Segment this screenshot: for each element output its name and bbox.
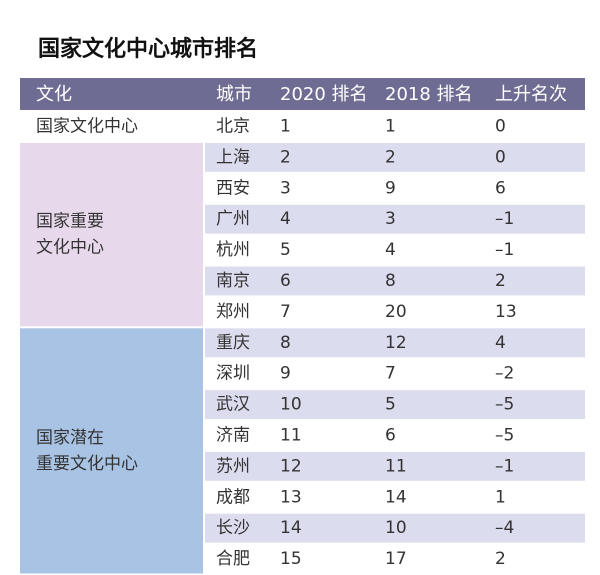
column-header: 文化 — [36, 84, 72, 105]
cell: 6 — [280, 271, 291, 291]
cell: 武汉 — [216, 395, 250, 415]
row-stripe — [205, 328, 585, 358]
header-row — [20, 78, 585, 110]
group-label: 国家文化中心 — [36, 116, 138, 136]
cell: 2 — [495, 549, 506, 569]
cell: 上海 — [216, 147, 250, 167]
cell: 11 — [280, 425, 302, 445]
group-cell — [20, 142, 203, 327]
cell: 南京 — [216, 271, 250, 291]
cell: –1 — [495, 240, 514, 260]
row-stripe — [205, 390, 585, 419]
cell: 12 — [280, 456, 302, 476]
cell: 北京 — [216, 116, 250, 136]
cell: 重庆 — [216, 333, 250, 353]
cell: 1 — [280, 116, 291, 136]
cell: 合肥 — [216, 549, 250, 569]
row-stripe — [205, 513, 585, 543]
group-label: 重要文化中心 — [36, 454, 138, 474]
cell: 10 — [385, 518, 407, 538]
cell: 深圳 — [216, 364, 250, 384]
cell: 0 — [495, 116, 506, 136]
group-cell — [20, 328, 203, 574]
cell: 4 — [385, 240, 396, 260]
group-label: 文化中心 — [36, 238, 104, 258]
cell: 6 — [385, 425, 396, 445]
cell: 0 — [495, 147, 506, 167]
column-header: 城市 — [216, 84, 252, 105]
title: 国家文化中心城市排名 — [38, 36, 258, 62]
cell: 郑州 — [216, 302, 250, 322]
cell: 20 — [385, 302, 407, 322]
cell: 5 — [385, 395, 396, 415]
cell: 7 — [385, 364, 396, 384]
cell: 12 — [385, 333, 407, 353]
cell: 长沙 — [216, 518, 250, 538]
row-stripe — [205, 451, 585, 481]
cell: 14 — [280, 518, 302, 538]
cell: 13 — [495, 302, 517, 322]
cell: 9 — [280, 364, 291, 384]
cell: –1 — [495, 209, 514, 229]
row-stripe — [205, 266, 585, 296]
cell: 4 — [495, 333, 506, 353]
cell: 10 — [280, 395, 302, 415]
cell: 济南 — [216, 425, 250, 445]
group-label: 国家重要 — [36, 212, 104, 232]
cell: 4 — [280, 209, 291, 229]
cell: 7 — [280, 302, 291, 322]
cell: 11 — [385, 456, 407, 476]
cell: 成都 — [216, 487, 250, 507]
cell: 2 — [280, 147, 291, 167]
cell: 广州 — [216, 209, 250, 229]
cell: 9 — [385, 178, 396, 198]
cell: 2 — [385, 147, 396, 167]
cell: 西安 — [216, 178, 250, 198]
cell: 8 — [385, 271, 396, 291]
cell: 2 — [495, 271, 506, 291]
cell: 1 — [495, 487, 506, 507]
cell: –2 — [495, 364, 514, 384]
cell: 1 — [385, 116, 396, 136]
cell: –4 — [495, 518, 514, 538]
cell: 13 — [280, 487, 302, 507]
cell: 3 — [280, 178, 291, 198]
cell: –1 — [495, 456, 514, 476]
cell: 苏州 — [216, 456, 250, 476]
cell: –5 — [495, 395, 514, 415]
column-header: 2020 排名 — [280, 84, 368, 105]
cell: 8 — [280, 333, 291, 353]
cell: 杭州 — [216, 240, 250, 260]
cell: 15 — [280, 549, 302, 569]
group-cell — [20, 111, 203, 142]
column-header: 上升名次 — [495, 84, 567, 105]
column-header: 2018 排名 — [385, 84, 473, 105]
row-stripe — [205, 204, 585, 234]
cell: 5 — [280, 240, 291, 260]
cell: –5 — [495, 425, 514, 445]
group-label: 国家潜在 — [36, 428, 104, 448]
cell: 6 — [495, 178, 506, 198]
row-stripe — [205, 142, 585, 172]
cell: 14 — [385, 487, 407, 507]
cell: 3 — [385, 209, 396, 229]
cell: 17 — [385, 549, 407, 569]
